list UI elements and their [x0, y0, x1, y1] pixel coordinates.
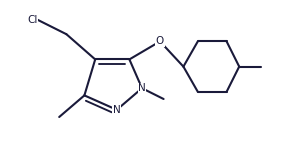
Text: Cl: Cl: [27, 15, 38, 25]
Text: N: N: [138, 83, 146, 93]
Text: N: N: [113, 105, 121, 115]
Text: O: O: [156, 36, 164, 46]
